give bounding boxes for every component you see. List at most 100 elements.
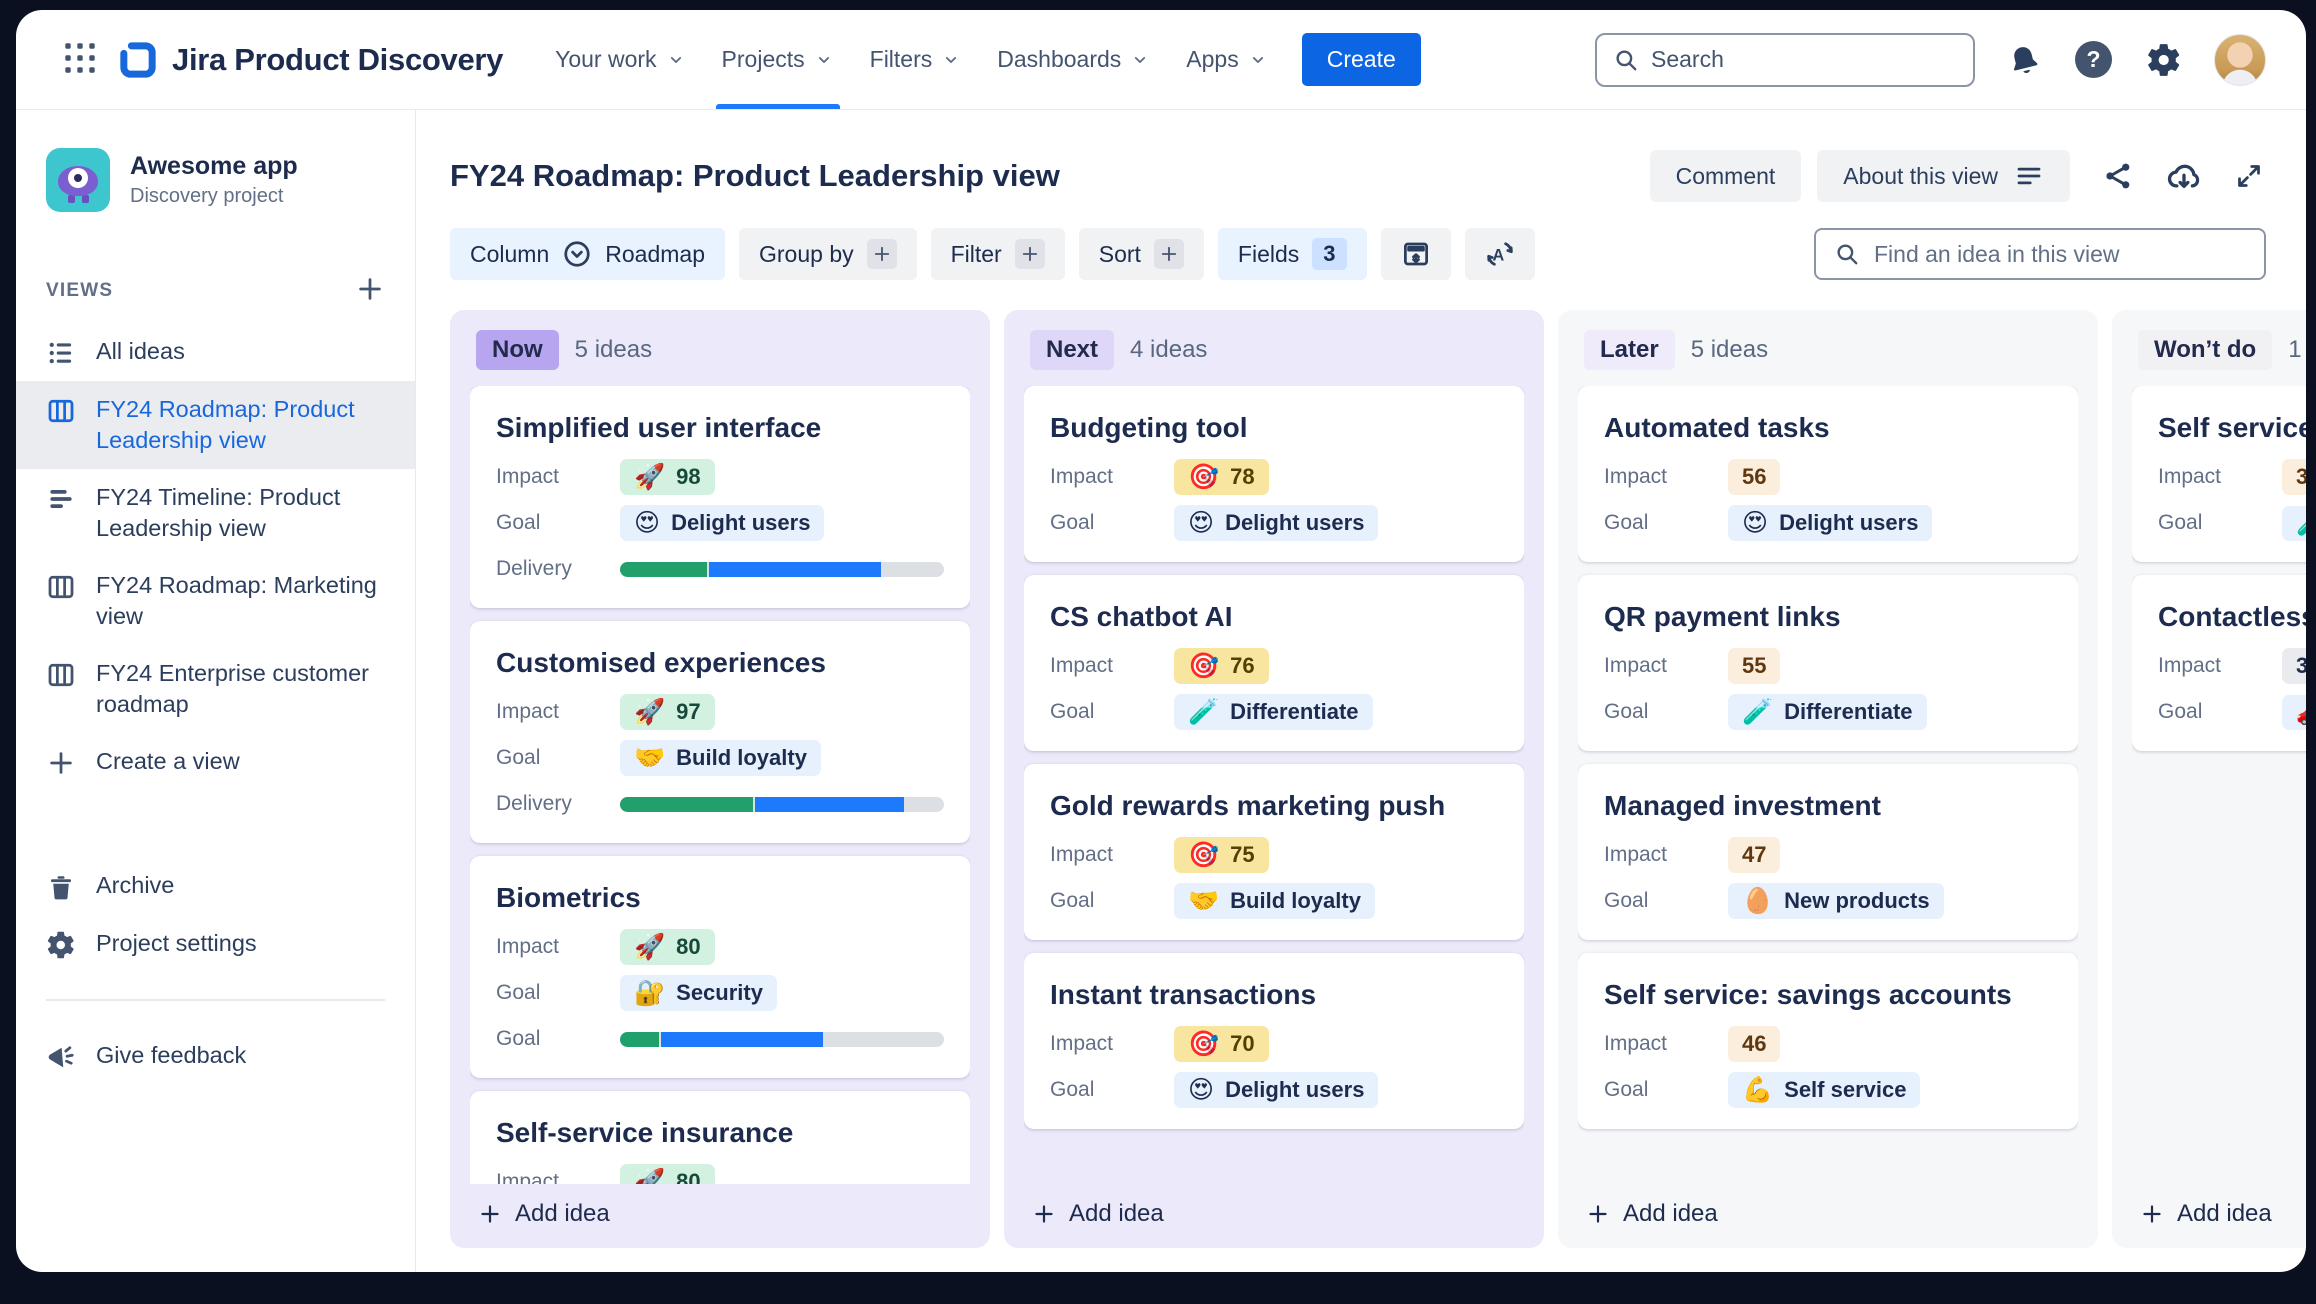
user-avatar[interactable] [2214, 33, 2266, 86]
idea-card[interactable]: Simplified user interface Impact 🚀 98 Goal 😍 D… [470, 386, 970, 608]
nav-item-dashboards[interactable]: Dashboards [979, 10, 1168, 109]
impact-emoji-icon: 🎯 [1188, 462, 1220, 491]
field-label: Impact [496, 935, 560, 958]
idea-card[interactable]: Self service: Impact 36 Goal 🧪 [2132, 386, 2306, 562]
chevron-down-icon [1130, 50, 1150, 70]
nav-item-projects[interactable]: Projects [704, 10, 852, 109]
goal-chip: 😍 Delight users [1174, 505, 1379, 541]
plus-icon [355, 274, 385, 307]
card-size-button[interactable] [1380, 228, 1451, 280]
help-button[interactable] [2073, 39, 2114, 80]
cloud-download-icon [2166, 158, 2202, 194]
add-view-button[interactable] [355, 274, 385, 307]
views-list: All ideas FY24 Roadmap: Product Leadershi… [16, 323, 415, 733]
sidebar-view-fy24-enterprise-customer-roadmap[interactable]: FY24 Enterprise customer roadmap [16, 645, 415, 733]
add-idea-button[interactable]: Add idea [2132, 1184, 2306, 1232]
field-label: Impact [1050, 465, 1114, 488]
idea-title: Instant transactions [1050, 979, 1317, 1010]
idea-title: Self-service insurance [496, 1117, 794, 1148]
settings-button[interactable] [2144, 40, 2184, 80]
add-idea-button[interactable]: Add idea [470, 1184, 970, 1232]
goal-emoji-icon: 😍 [634, 508, 661, 537]
comment-button[interactable]: Comment [1649, 150, 1802, 202]
global-search[interactable] [1595, 32, 1975, 87]
notifications-button[interactable] [2005, 41, 2043, 79]
search-icon [1613, 47, 1639, 73]
add-idea-button[interactable]: Add idea [1578, 1184, 2078, 1232]
field-label: Goal [496, 1027, 541, 1050]
global-search-input[interactable] [1651, 46, 1957, 73]
project-name: Awesome app [130, 152, 298, 180]
sidebar-view-fy24-roadmap-marketing-view[interactable]: FY24 Roadmap: Marketing view [16, 557, 415, 645]
nav-item-your-work[interactable]: Your work [537, 10, 703, 109]
nav-utilities [1595, 32, 2266, 87]
add-idea-button[interactable]: Add idea [1024, 1184, 1524, 1232]
sidebar-view-fy24-roadmap-product-leadership-view[interactable]: FY24 Roadmap: Product Leadership view [16, 381, 415, 470]
column-cards: Self service: Impact 36 Goal 🧪 Contactless Imp… [2132, 386, 2306, 1184]
sort-az-button[interactable]: A [1464, 228, 1535, 280]
field-label: Goal [1050, 889, 1095, 912]
app-grid-icon [62, 40, 98, 79]
board: Now 5 ideas Simplified user interface Imp… [450, 310, 2306, 1248]
idea-card[interactable]: QR payment links Impact 55 Goal 🧪 Differentia… [1578, 575, 2078, 751]
idea-card[interactable]: Gold rewards marketing push Impact 🎯 75 Goal… [1024, 764, 1524, 940]
list-icon [46, 338, 76, 368]
column-field-button[interactable]: Column Roadmap [450, 228, 725, 280]
impact-chip: 56 [1728, 459, 1781, 495]
plus-icon [866, 239, 897, 269]
sidebar-view-all-ideas[interactable]: All ideas [16, 323, 415, 381]
create-button[interactable]: Create [1301, 33, 1421, 86]
nav-item-apps[interactable]: Apps [1168, 10, 1285, 109]
idea-card[interactable]: Self service: savings accounts Impact 46 Go… [1578, 953, 2078, 1129]
bell-icon [2003, 39, 2044, 80]
idea-title: Contactless [2158, 601, 2306, 632]
project-type: Discovery project [130, 185, 284, 207]
idea-card[interactable]: Instant transactions Impact 🎯 70 Goal 😍 Deligh… [1024, 953, 1524, 1129]
create-a-view-button[interactable]: Create a view [16, 733, 415, 791]
goal-chip: 😍 Delight users [1174, 1072, 1379, 1108]
product-logo[interactable]: Jira Product Discovery [118, 40, 503, 80]
idea-card[interactable]: Contactless Impact 30 Goal 🚗 [2132, 575, 2306, 751]
find-idea-search[interactable] [1814, 228, 2266, 280]
idea-card[interactable]: CS chatbot AI Impact 🎯 76 Goal 🧪 Differentiate [1024, 575, 1524, 751]
share-button[interactable] [2100, 158, 2136, 194]
about-this-view-button[interactable]: About this view [1817, 150, 2070, 202]
idea-title: Automated tasks [1604, 412, 1830, 443]
idea-card[interactable]: Biometrics Impact 🚀 80 Goal 🔐 Security Goal [470, 856, 970, 1078]
column-status-badge: Won’t do [2138, 330, 2273, 370]
gear-icon [2146, 42, 2182, 78]
group-by-button[interactable]: Group by [739, 228, 917, 280]
views-heading: VIEWS [46, 279, 114, 301]
impact-chip: 🚀 80 [620, 1164, 715, 1184]
goal-emoji-icon: 💪 [1742, 1075, 1774, 1104]
column-status-badge: Later [1584, 330, 1675, 370]
sidebar-item-project-settings[interactable]: Project settings [16, 915, 415, 973]
idea-card[interactable]: Customised experiences Impact 🚀 97 Goal 🤝 Buil… [470, 621, 970, 843]
idea-card[interactable]: Budgeting tool Impact 🎯 78 Goal 😍 Delight user… [1024, 386, 1524, 562]
sidebar-view-fy24-timeline-product-leadership-view[interactable]: FY24 Timeline: Product Leadership view [16, 469, 415, 557]
export-button[interactable] [2164, 156, 2204, 196]
project-header[interactable]: Awesome app Discovery project [16, 148, 415, 212]
sidebar-item-give-feedback[interactable]: Give feedback [16, 1027, 415, 1085]
chevron-down-icon [941, 50, 961, 70]
fields-button[interactable]: Fields 3 [1217, 228, 1367, 280]
idea-card[interactable]: Managed investment Impact 47 Goal 🥚 New produ… [1578, 764, 2078, 940]
top-navigation: Jira Product Discovery Your work Projects… [16, 10, 2306, 110]
find-idea-input[interactable] [1874, 240, 2246, 268]
idea-card[interactable]: Self-service insuranceImpact🚀80Goal💪Self… [470, 1091, 970, 1184]
sort-button[interactable]: Sort [1078, 228, 1204, 280]
filter-button[interactable]: Filter [930, 228, 1065, 280]
fullscreen-button[interactable] [2232, 159, 2266, 193]
goal-chip: 😍 Delight users [1728, 505, 1933, 541]
help-icon [2075, 41, 2112, 78]
idea-card[interactable]: Automated tasks Impact 56 Goal 😍 Delight user… [1578, 386, 2078, 562]
idea-title: CS chatbot AI [1050, 601, 1233, 632]
nav-item-filters[interactable]: Filters [852, 10, 980, 109]
board-icon [46, 572, 76, 602]
trash-icon [46, 872, 76, 902]
delivery-progress-bar [620, 561, 944, 577]
field-label: Impact [2158, 465, 2222, 488]
sidebar-item-archive[interactable]: Archive [16, 857, 415, 915]
plus-icon [1153, 239, 1184, 269]
app-switcher-button[interactable] [56, 34, 104, 85]
